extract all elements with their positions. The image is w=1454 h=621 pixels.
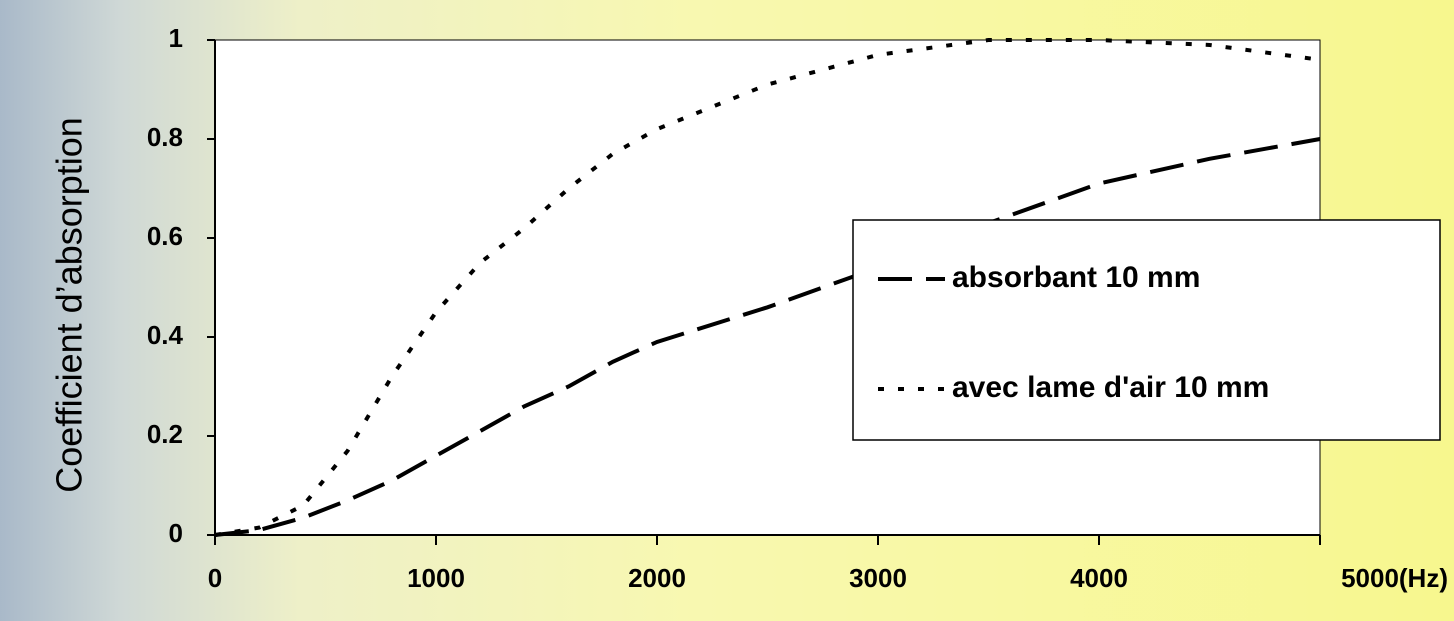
x-tick-label: 3000 bbox=[849, 563, 907, 593]
y-tick-label: 0 bbox=[169, 518, 183, 548]
legend-label: avec lame d'air 10 mm bbox=[952, 371, 1269, 404]
legend-box bbox=[853, 220, 1440, 440]
y-tick-label: 0.6 bbox=[147, 221, 183, 251]
x-tick-label: 0 bbox=[208, 563, 222, 593]
chart: Coefficient d’absorption 00.20.40.60.810… bbox=[0, 0, 1454, 616]
y-tick-label: 1 bbox=[169, 23, 183, 53]
legend-label: absorbant 10 mm bbox=[952, 261, 1200, 294]
x-tick-label: 4000 bbox=[1070, 563, 1128, 593]
x-tick-label: 1000 bbox=[407, 563, 465, 593]
x-tick-label: 2000 bbox=[628, 563, 686, 593]
y-tick-label: 0.2 bbox=[147, 419, 183, 449]
page: Coefficient d’absorption 00.20.40.60.810… bbox=[0, 0, 1454, 616]
y-tick-label: 0.8 bbox=[147, 122, 183, 152]
y-axis-label: Coefficient d’absorption bbox=[49, 117, 90, 493]
y-tick-label: 0.4 bbox=[147, 320, 184, 350]
x-tick-label: 5000(Hz) bbox=[1341, 563, 1448, 593]
